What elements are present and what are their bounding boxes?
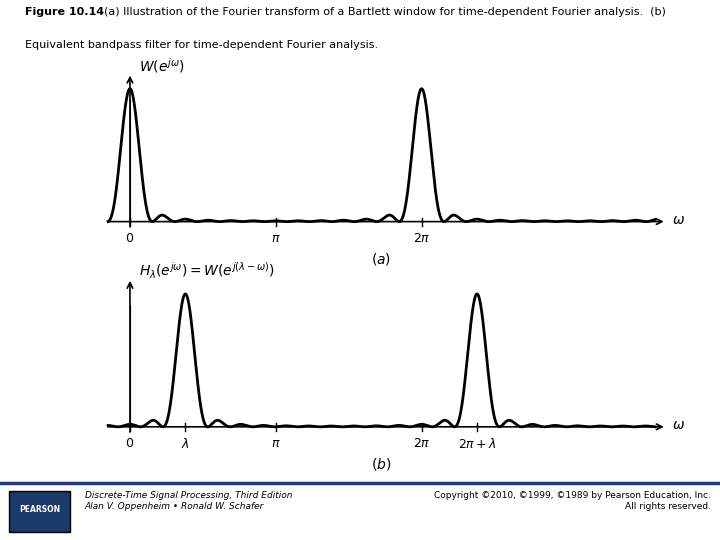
Text: $\lambda$: $\lambda$	[181, 437, 189, 451]
Text: (a) Illustration of the Fourier transform of a Bartlett window for time-dependen: (a) Illustration of the Fourier transfor…	[97, 7, 666, 17]
Text: $2\pi$: $2\pi$	[413, 437, 431, 450]
Text: $\pi$: $\pi$	[271, 232, 281, 245]
Text: Discrete-Time Signal Processing, Third Edition
Alan V. Oppenheim • Ronald W. Sch: Discrete-Time Signal Processing, Third E…	[85, 491, 292, 511]
Text: $\pi$: $\pi$	[271, 437, 281, 450]
Text: PEARSON: PEARSON	[19, 505, 60, 514]
Text: Copyright ©2010, ©1999, ©1989 by Pearson Education, Inc.
All rights reserved.: Copyright ©2010, ©1999, ©1989 by Pearson…	[434, 491, 711, 511]
Text: $H_\lambda(e^{j\omega}) = W(e^{j(\lambda-\omega)})$: $H_\lambda(e^{j\omega}) = W(e^{j(\lambda…	[139, 260, 274, 281]
FancyBboxPatch shape	[9, 491, 70, 532]
Text: $2\pi$: $2\pi$	[413, 232, 431, 245]
Text: $(b)$: $(b)$	[372, 456, 392, 472]
Text: $\omega$: $\omega$	[672, 418, 685, 433]
Text: $\omega$: $\omega$	[672, 213, 685, 227]
Text: $(a)$: $(a)$	[372, 251, 392, 267]
Text: Equivalent bandpass filter for time-dependent Fourier analysis.: Equivalent bandpass filter for time-depe…	[25, 40, 378, 51]
Text: $2\pi+\lambda$: $2\pi+\lambda$	[457, 437, 497, 451]
Text: Figure 10.14: Figure 10.14	[25, 7, 104, 17]
Text: $0$: $0$	[125, 437, 135, 450]
Text: $0$: $0$	[125, 232, 135, 245]
Text: $W(e^{j\omega})$: $W(e^{j\omega})$	[139, 57, 184, 76]
